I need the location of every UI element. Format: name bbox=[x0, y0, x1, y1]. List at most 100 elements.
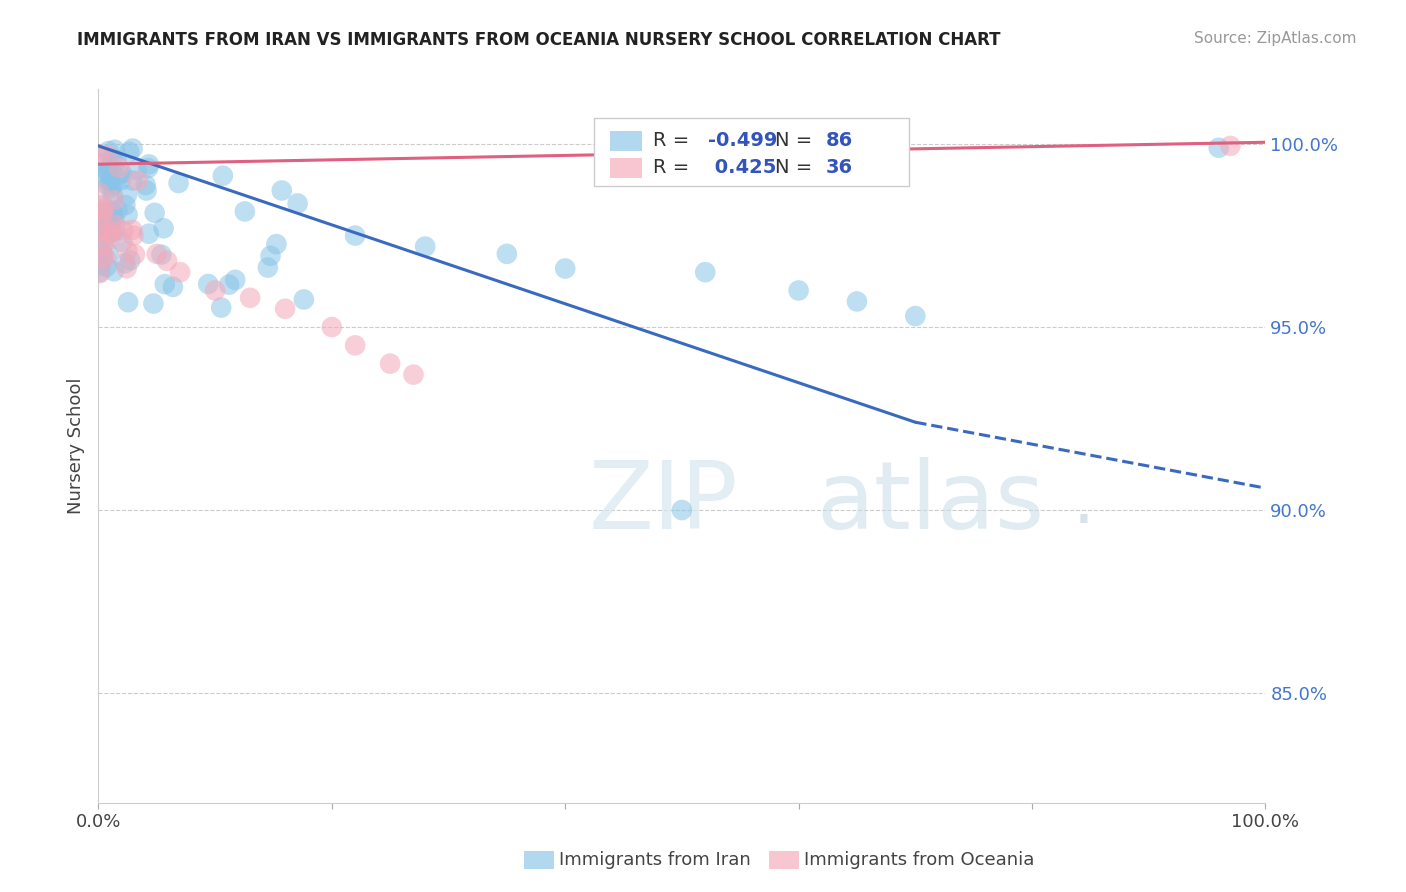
Point bbox=[413, 239, 436, 253]
Point bbox=[103, 264, 125, 278]
FancyBboxPatch shape bbox=[769, 851, 799, 869]
Point bbox=[97, 163, 120, 178]
Point bbox=[98, 219, 121, 234]
Point bbox=[98, 172, 121, 186]
Point bbox=[204, 284, 226, 298]
Point bbox=[112, 223, 135, 237]
Point bbox=[93, 221, 115, 235]
Point bbox=[121, 173, 143, 187]
Point bbox=[117, 295, 139, 310]
Point bbox=[105, 153, 128, 167]
Text: 0.425: 0.425 bbox=[707, 158, 776, 178]
Point bbox=[89, 265, 111, 279]
Text: R =: R = bbox=[652, 158, 695, 178]
Point bbox=[153, 277, 176, 292]
Point bbox=[100, 225, 122, 239]
Point bbox=[111, 166, 134, 180]
Point bbox=[89, 213, 111, 227]
Text: -0.499: -0.499 bbox=[707, 131, 778, 150]
Point bbox=[96, 251, 118, 265]
Point bbox=[89, 156, 111, 170]
Point bbox=[1208, 141, 1230, 155]
Point bbox=[115, 261, 138, 276]
Point bbox=[91, 211, 114, 225]
Point bbox=[224, 273, 246, 287]
Point bbox=[91, 198, 114, 212]
Point bbox=[89, 148, 111, 162]
Point bbox=[89, 258, 111, 272]
Point bbox=[169, 265, 191, 279]
Point bbox=[98, 160, 121, 174]
Point bbox=[274, 301, 297, 316]
Point bbox=[142, 296, 165, 310]
Text: N =: N = bbox=[775, 158, 818, 178]
Point bbox=[117, 208, 139, 222]
Point bbox=[101, 189, 124, 203]
Point bbox=[344, 228, 367, 243]
Point bbox=[120, 253, 142, 268]
Point bbox=[91, 249, 114, 263]
Point bbox=[162, 280, 184, 294]
Point bbox=[111, 235, 134, 249]
Y-axis label: Nursery School: Nursery School bbox=[66, 377, 84, 515]
Text: 36: 36 bbox=[825, 158, 852, 178]
Point bbox=[380, 357, 402, 371]
Point bbox=[118, 145, 141, 159]
Text: IMMIGRANTS FROM IRAN VS IMMIGRANTS FROM OCEANIA NURSERY SCHOOL CORRELATION CHART: IMMIGRANTS FROM IRAN VS IMMIGRANTS FROM … bbox=[77, 31, 1001, 49]
Point bbox=[108, 161, 131, 175]
Point bbox=[143, 206, 166, 220]
Text: atlas: atlas bbox=[815, 457, 1045, 549]
Point bbox=[146, 247, 169, 261]
Point bbox=[100, 174, 122, 188]
FancyBboxPatch shape bbox=[524, 851, 554, 869]
Point bbox=[259, 249, 281, 263]
Point bbox=[287, 196, 309, 211]
Point bbox=[89, 266, 111, 280]
Point bbox=[117, 244, 139, 258]
Point bbox=[101, 152, 124, 166]
Point bbox=[91, 237, 114, 252]
Point bbox=[787, 284, 810, 298]
Point bbox=[846, 294, 869, 309]
Point bbox=[100, 232, 122, 246]
Point bbox=[97, 144, 120, 158]
Point bbox=[96, 148, 118, 162]
Point bbox=[91, 206, 114, 220]
FancyBboxPatch shape bbox=[610, 159, 643, 178]
Point bbox=[97, 226, 120, 240]
Point bbox=[89, 203, 111, 218]
Point bbox=[98, 211, 121, 226]
Point bbox=[156, 253, 179, 268]
Point bbox=[197, 277, 219, 291]
Point bbox=[97, 165, 120, 179]
Point bbox=[138, 157, 160, 171]
Point bbox=[233, 204, 256, 219]
Point bbox=[904, 309, 927, 323]
Point bbox=[121, 142, 143, 156]
Point bbox=[94, 229, 117, 244]
Text: 86: 86 bbox=[825, 131, 852, 150]
Point bbox=[96, 260, 118, 274]
Point bbox=[1219, 139, 1241, 153]
Point bbox=[104, 143, 127, 157]
Text: Immigrants from Oceania: Immigrants from Oceania bbox=[804, 851, 1035, 869]
Point bbox=[104, 224, 127, 238]
Text: ZIP: ZIP bbox=[589, 457, 738, 549]
Point bbox=[402, 368, 425, 382]
Point bbox=[135, 178, 157, 192]
Point bbox=[122, 228, 145, 243]
Point bbox=[101, 178, 124, 192]
Text: .: . bbox=[1073, 469, 1095, 537]
Point bbox=[103, 212, 125, 227]
Point bbox=[97, 178, 120, 193]
Point bbox=[152, 221, 174, 235]
Point bbox=[554, 261, 576, 276]
Point bbox=[218, 277, 240, 292]
Point bbox=[94, 226, 117, 240]
Text: N =: N = bbox=[775, 131, 818, 150]
Point bbox=[136, 161, 159, 175]
Point bbox=[100, 204, 122, 219]
Text: Source: ZipAtlas.com: Source: ZipAtlas.com bbox=[1194, 31, 1357, 46]
Point bbox=[138, 227, 160, 241]
Point bbox=[209, 301, 232, 315]
